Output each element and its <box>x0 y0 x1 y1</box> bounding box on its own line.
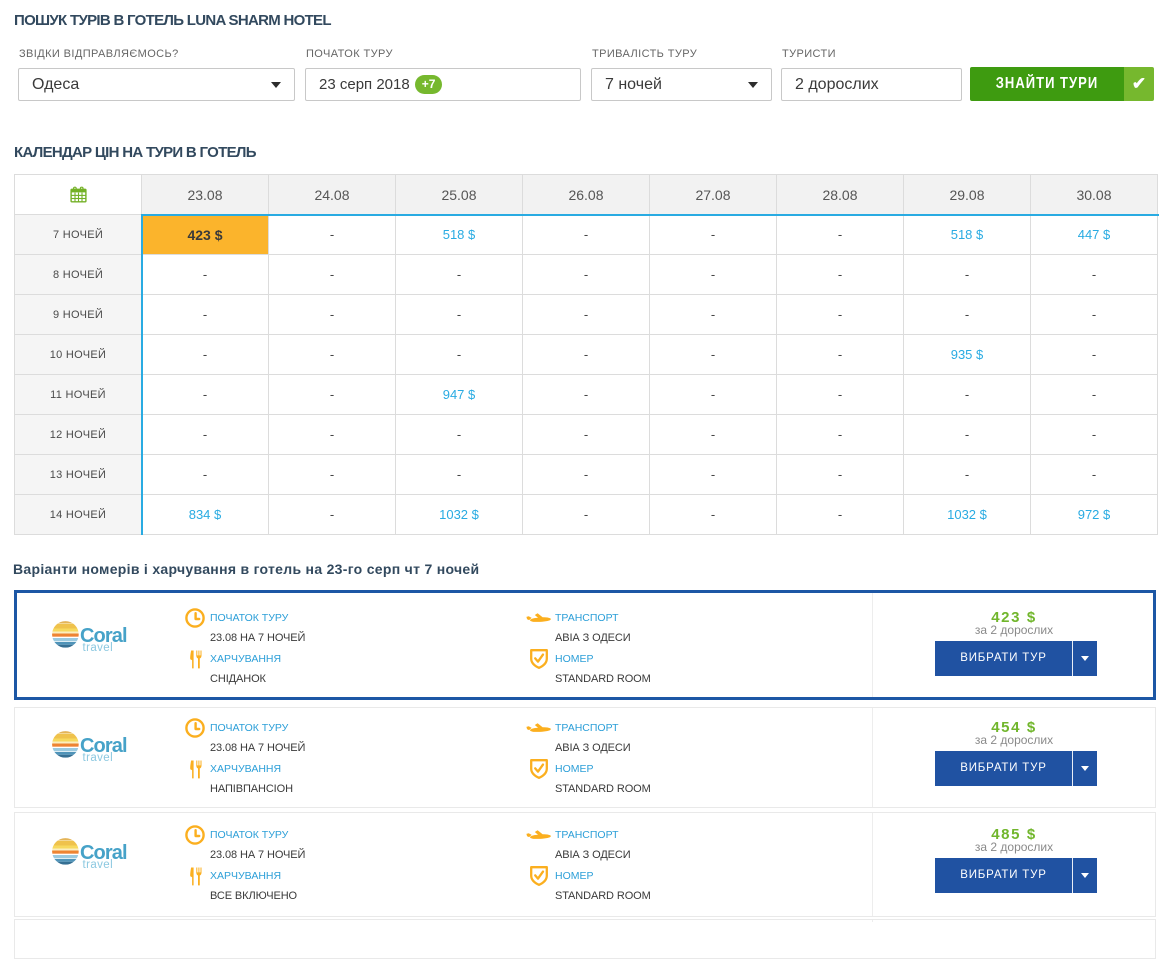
svg-text:Coral: Coral <box>80 842 127 864</box>
svg-text:Coral: Coral <box>80 625 127 647</box>
svg-text:travel: travel <box>83 859 114 869</box>
svg-text:travel: travel <box>83 752 114 762</box>
svg-text:travel: travel <box>83 642 114 652</box>
svg-text:Coral: Coral <box>80 735 127 757</box>
